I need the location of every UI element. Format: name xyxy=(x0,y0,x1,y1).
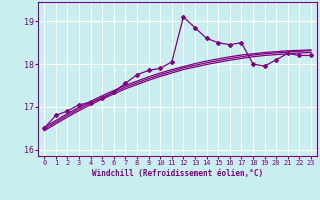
X-axis label: Windchill (Refroidissement éolien,°C): Windchill (Refroidissement éolien,°C) xyxy=(92,169,263,178)
